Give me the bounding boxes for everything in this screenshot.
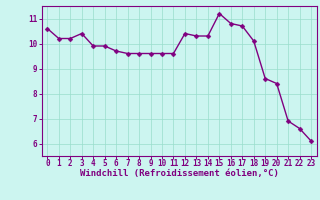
X-axis label: Windchill (Refroidissement éolien,°C): Windchill (Refroidissement éolien,°C) bbox=[80, 169, 279, 178]
